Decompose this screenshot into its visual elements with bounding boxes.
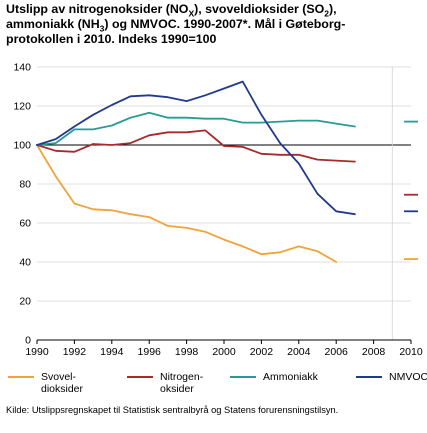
x-tick-label: 1998 <box>175 346 199 358</box>
legend-item: Svovel- dioksider <box>8 371 83 395</box>
x-tick-label: 1990 <box>25 346 49 358</box>
legend: Svovel- dioksider Nitrogen- oksider Ammoni… <box>0 369 427 399</box>
title-line-1: Utslipp av nitrogenoksider (NOX), svovel… <box>6 2 337 19</box>
y-tick-label: 40 <box>19 257 31 269</box>
y-tick-label: 140 <box>13 62 31 74</box>
x-tick-label: 2008 <box>362 346 386 358</box>
y-tick-label: 60 <box>19 218 31 230</box>
legend-item: Ammoniakk <box>230 371 318 383</box>
legend-label: Svovel- dioksider <box>41 371 84 395</box>
legend-swatch <box>356 376 382 378</box>
y-tick-label: 120 <box>13 101 31 113</box>
y-tick-label: 80 <box>19 179 31 191</box>
y-axis: 0 20 40 60 80 100 120 140 <box>13 62 31 347</box>
series-line <box>36 80 356 216</box>
x-tick-label: 2000 <box>212 346 236 358</box>
x-tick-label: 2002 <box>250 346 274 358</box>
x-tick-label: 2010 <box>399 346 423 358</box>
x-tick-label: 1992 <box>63 346 87 358</box>
y-tick-label: 0 <box>25 335 31 347</box>
y-tick-label: 20 <box>19 296 31 308</box>
series-lines <box>36 80 356 263</box>
gridlines <box>37 66 411 341</box>
x-tick-label: 1996 <box>138 346 162 358</box>
title-line-2: ammoniakk (NH3) og NMVOC. 1990-2007*. Må… <box>6 17 346 34</box>
legend-swatch <box>8 376 34 378</box>
source-note: Kilde: Utslippsregnskapet til Statistisk… <box>6 405 339 415</box>
legend-label: Nitrogen- oksider <box>160 371 204 395</box>
x-tick-label: 1994 <box>100 346 124 358</box>
series-line <box>36 111 356 146</box>
x-tick-label: 2006 <box>325 346 349 358</box>
x-axis: 1990 1992 1994 1996 1998 2000 2002 2004 2006 2008… <box>25 339 423 358</box>
legend-item: NMVOC <box>356 371 427 383</box>
y-tick-label: 100 <box>13 140 31 152</box>
legend-label: Ammoniakk <box>263 371 318 383</box>
legend-swatch <box>127 376 153 378</box>
title-line-3: protokollen i 2010. Indeks 1990=100 <box>6 32 217 46</box>
line-chart: 0 20 40 60 80 100 120 140 1990 1992 1994 1996 1998 2… <box>13 62 423 359</box>
chart-title: Utslipp av nitrogenoksider (NOX), svovel… <box>6 2 421 47</box>
x-tick-label: 2004 <box>287 346 311 358</box>
legend-label: NMVOC <box>389 371 427 383</box>
legend-item: Nitrogen- oksider <box>127 371 203 395</box>
target-markers <box>404 120 418 260</box>
series-line <box>36 144 338 263</box>
legend-swatch <box>230 376 256 378</box>
series-line <box>36 129 356 163</box>
